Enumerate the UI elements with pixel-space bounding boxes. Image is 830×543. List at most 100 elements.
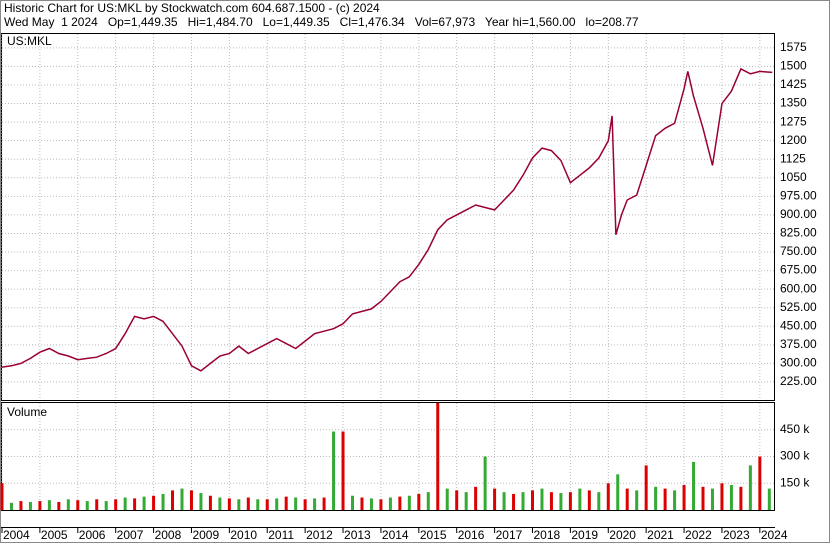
volume-bar xyxy=(445,488,449,510)
y-tick-label: 900.00 xyxy=(780,207,817,221)
volume-bar xyxy=(559,493,563,510)
volume-bar xyxy=(303,499,307,510)
x-tick-label: 2010 xyxy=(230,528,257,542)
volume-bar xyxy=(341,431,345,510)
volume-bar xyxy=(360,497,364,510)
volume-bar xyxy=(692,461,696,510)
volume-bar xyxy=(189,490,193,510)
volume-bar xyxy=(426,492,430,510)
volume-bar xyxy=(152,495,156,510)
x-tick-label: 2019 xyxy=(571,528,598,542)
y-tick-label: 225.00 xyxy=(780,374,817,388)
volume-bar xyxy=(85,501,89,510)
x-tick-label: 2022 xyxy=(685,528,712,542)
volume-bar xyxy=(379,499,383,510)
y-tick-label: 375.00 xyxy=(780,337,817,351)
volume-bar xyxy=(237,499,241,510)
x-tick-label: 2015 xyxy=(420,528,447,542)
panel-title: Volume xyxy=(7,405,47,419)
volume-bar xyxy=(739,486,743,510)
header-line: Wed May 1 2024 Op=1,449.35 Hi=1,484.70 L… xyxy=(4,15,639,29)
volume-bar xyxy=(654,486,658,510)
volume-bar xyxy=(19,501,23,510)
y-tick-label: 1125 xyxy=(780,151,806,165)
x-tick-label: 2016 xyxy=(458,528,485,542)
volume-bar xyxy=(455,490,459,510)
y-tick-label: 1275 xyxy=(780,114,807,128)
volume-bar xyxy=(549,492,553,510)
volume-bar xyxy=(388,497,392,510)
volume-bar xyxy=(123,497,127,510)
x-tick-label: 2009 xyxy=(192,528,219,542)
volume-bar xyxy=(502,492,506,510)
volume-bar xyxy=(161,493,165,510)
volume-panel xyxy=(1,402,775,511)
volume-bar xyxy=(218,497,222,510)
volume-bar xyxy=(256,499,260,510)
volume-bar xyxy=(66,499,70,510)
volume-bar xyxy=(521,492,525,510)
x-tick-label: 2020 xyxy=(609,528,636,542)
volume-bar xyxy=(587,490,591,510)
y-tick-label: 1050 xyxy=(780,170,807,184)
y-tick-label: 450.00 xyxy=(780,318,817,332)
volume-bar xyxy=(180,488,184,510)
volume-bar xyxy=(284,496,288,510)
x-tick-label: 2008 xyxy=(155,528,182,542)
y-tick-label: 300 k xyxy=(780,449,810,463)
volume-bar xyxy=(171,490,175,510)
volume-bar xyxy=(540,488,544,510)
volume-bar xyxy=(369,498,373,510)
y-tick-label: 450 k xyxy=(780,422,810,436)
x-tick-label: 2024 xyxy=(761,528,788,542)
volume-bar xyxy=(483,456,487,510)
volume-bar xyxy=(673,490,677,510)
volume-bar xyxy=(275,498,279,510)
volume-bar xyxy=(38,501,42,510)
volume-bar xyxy=(635,490,639,510)
header-line: Historic Chart for US:MKL by Stockwatch.… xyxy=(4,1,380,15)
price-line xyxy=(1,67,773,372)
volume-bar xyxy=(682,485,686,510)
volume-bar xyxy=(9,502,13,510)
y-tick-label: 675.00 xyxy=(780,263,817,277)
y-tick-label: 1350 xyxy=(780,96,807,110)
volume-bar xyxy=(332,431,336,510)
volume-bar xyxy=(322,497,326,510)
volume-bar xyxy=(398,496,402,510)
volume-bar xyxy=(464,492,468,510)
volume-bar xyxy=(313,498,317,510)
x-tick-label: 2007 xyxy=(117,528,144,542)
volume-bar xyxy=(474,486,478,510)
volume-bar xyxy=(208,495,212,510)
volume-bar xyxy=(606,483,610,510)
volume-bar xyxy=(710,488,714,510)
volume-bar xyxy=(95,499,99,510)
volume-bar xyxy=(663,488,667,510)
volume-bar xyxy=(57,501,61,510)
volume-bar xyxy=(493,488,497,510)
volume-bar xyxy=(720,483,724,510)
y-tick-label: 1425 xyxy=(780,77,807,91)
volume-bar xyxy=(114,499,118,510)
y-tick-label: 975.00 xyxy=(780,189,817,203)
y-tick-label: 825.00 xyxy=(780,226,817,240)
y-tick-label: 300.00 xyxy=(780,356,817,370)
volume-bar xyxy=(407,495,411,510)
volume-bar xyxy=(199,493,203,510)
x-tick-label: 2013 xyxy=(344,528,371,542)
volume-bar xyxy=(748,465,752,510)
volume-bar xyxy=(104,501,108,510)
volume-bar xyxy=(28,501,32,510)
panel-title: US:MKL xyxy=(7,34,52,48)
volume-bar xyxy=(417,493,421,510)
x-tick-label: 2018 xyxy=(533,528,560,542)
volume-bar xyxy=(76,500,80,510)
volume-bar xyxy=(644,465,648,510)
x-tick-label: 2021 xyxy=(647,528,674,542)
volume-bar xyxy=(512,493,516,510)
y-tick-label: 525.00 xyxy=(780,300,817,314)
